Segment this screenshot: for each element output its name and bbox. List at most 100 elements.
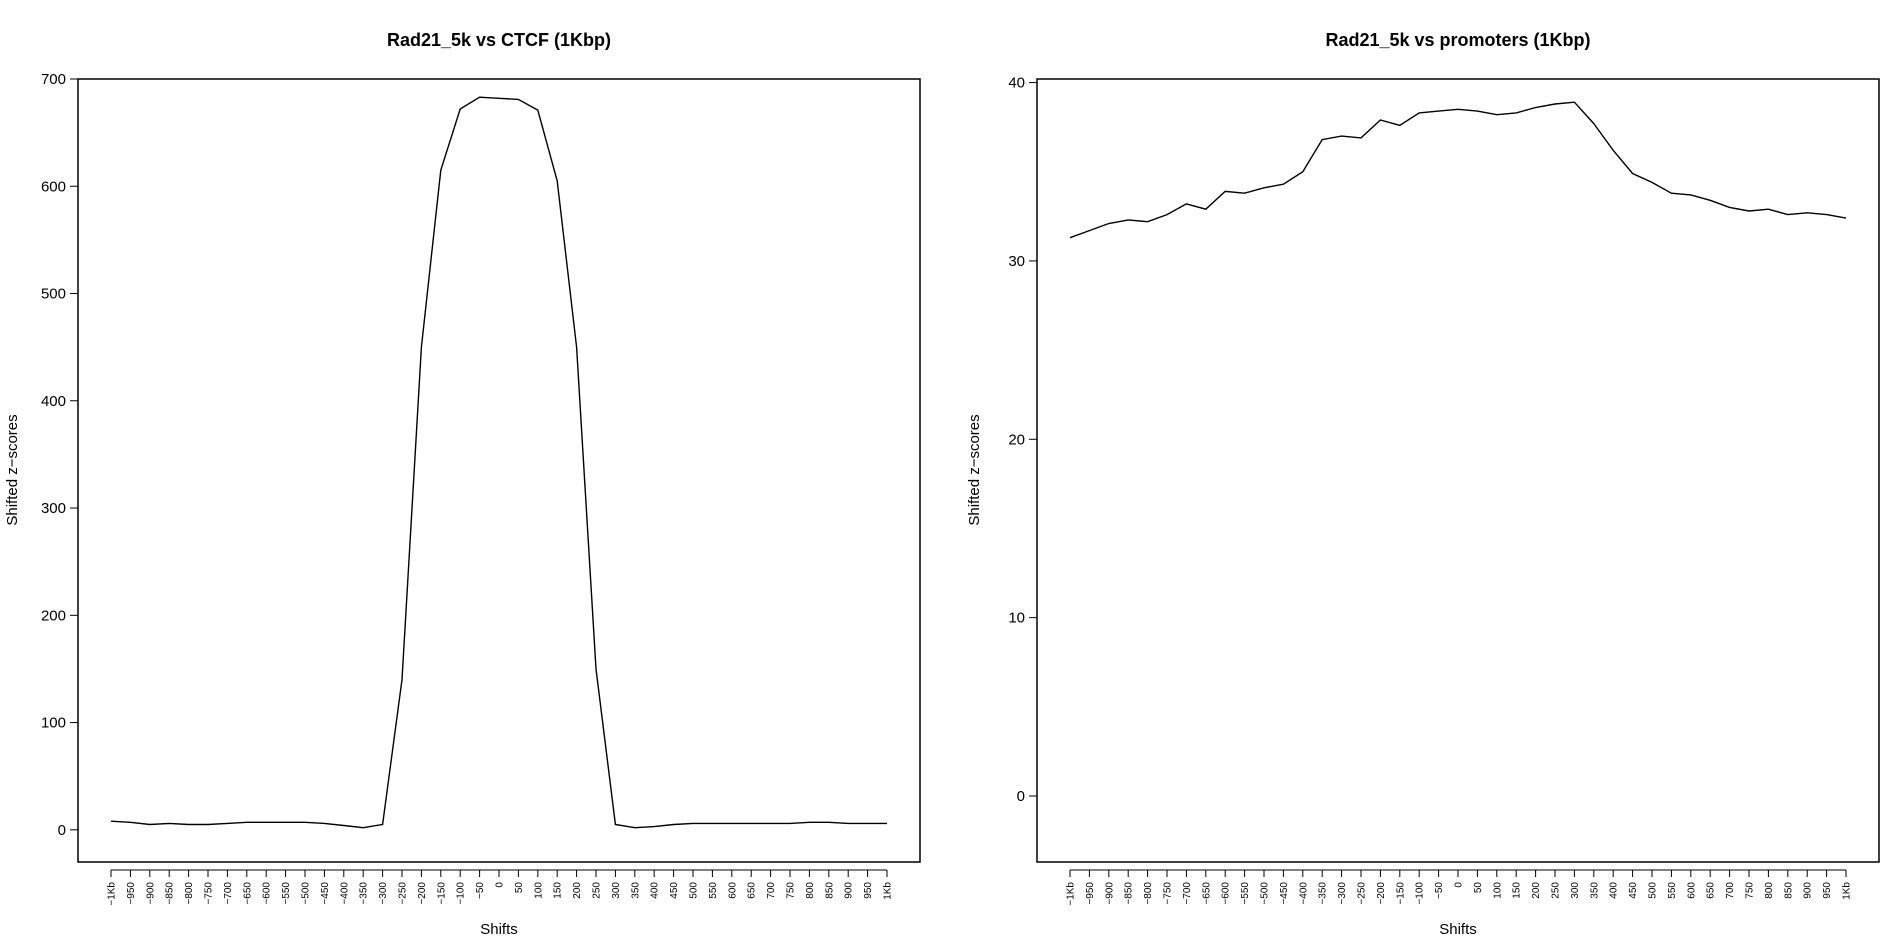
x-tick-label: 400	[1609, 882, 1620, 899]
x-tick-label: 850	[1783, 882, 1794, 899]
x-tick-label: 650	[1706, 882, 1717, 899]
x-tick-label: −450	[320, 882, 331, 905]
x-tick-label: 950	[863, 882, 874, 899]
x-tick-label: 950	[1822, 882, 1833, 899]
x-tick-label: 200	[572, 882, 583, 899]
x-tick-label: −50	[475, 882, 486, 899]
x-tick-label: 150	[553, 882, 564, 899]
x-tick-label: −400	[1298, 882, 1309, 905]
x-tick-label: 750	[786, 882, 797, 899]
series-line	[110, 96, 887, 829]
x-tick-label: 450	[1628, 882, 1639, 899]
x-tick-label: −100	[1415, 882, 1426, 905]
y-tick-label: 100	[41, 715, 66, 732]
x-tick-label: −700	[1182, 882, 1193, 905]
y-tick-label: 0	[1017, 788, 1025, 805]
y-tick-label: 40	[1008, 75, 1025, 92]
x-tick-label: 850	[824, 882, 835, 899]
x-tick-label: −300	[1337, 882, 1348, 905]
x-tick-label: 50	[1473, 882, 1484, 894]
y-axis-label: Shifted z−scores	[4, 414, 21, 525]
x-tick-label: −500	[1260, 882, 1271, 905]
x-tick-label: 400	[650, 882, 661, 899]
x-tick-label: −200	[1376, 882, 1387, 905]
x-tick-label: −100	[456, 882, 467, 905]
x-tick-label: 100	[533, 882, 544, 899]
y-tick-label: 20	[1008, 431, 1025, 448]
y-tick-label: 0	[58, 822, 66, 839]
x-tick-label: −400	[339, 882, 350, 905]
y-tick-label: 400	[41, 393, 66, 410]
x-tick-label: −550	[281, 882, 292, 905]
x-tick-label: −700	[223, 882, 234, 905]
x-tick-label: −500	[301, 882, 312, 905]
chart-title: Rad21_5k vs promoters (1Kbp)	[1325, 30, 1590, 50]
x-tick-label: −750	[204, 882, 215, 905]
x-tick-label: 500	[689, 882, 700, 899]
x-tick-label: −1Kb	[1066, 882, 1077, 906]
x-tick-label: 900	[844, 882, 855, 899]
x-tick-label: 300	[1570, 882, 1581, 899]
y-tick-label: 30	[1008, 253, 1025, 270]
x-axis-label: Shifts	[480, 921, 518, 938]
x-tick-label: −850	[165, 882, 176, 905]
y-tick-label: 600	[41, 178, 66, 195]
x-tick-label: 250	[1551, 882, 1562, 899]
panel-ctcf: Rad21_5k vs CTCF (1Kbp) Shifts Shifted z…	[4, 30, 921, 938]
x-tick-label: −300	[378, 882, 389, 905]
x-tick-label: 550	[708, 882, 719, 899]
y-axis: 0 100 200 300 400 500 600 700	[41, 71, 78, 839]
x-tick-label: 650	[747, 882, 758, 899]
x-tick-label: 800	[1764, 882, 1775, 899]
x-tick-label: 700	[766, 882, 777, 899]
x-tick-label: −950	[1085, 882, 1096, 905]
x-tick-label: −650	[1201, 882, 1212, 905]
y-axis: 0 10 20 30 40	[1008, 75, 1037, 805]
x-tick-label: −750	[1163, 882, 1174, 905]
x-tick-label: −1Kb	[107, 882, 118, 906]
x-tick-label: 450	[669, 882, 680, 899]
x-tick-label: −650	[242, 882, 253, 905]
x-tick-label: 800	[805, 882, 816, 899]
x-tick-label: 300	[611, 882, 622, 899]
y-axis-label: Shifted z−scores	[966, 414, 983, 525]
x-tick-label: −600	[1221, 882, 1232, 905]
x-tick-label: 600	[1686, 882, 1697, 899]
x-tick-label: 900	[1803, 882, 1814, 899]
x-axis: −1Kb −950 −900 −850 −800 −750 −700 −650 −600 −550…	[107, 869, 894, 906]
x-tick-label: 150	[1512, 882, 1523, 899]
panel-promoters: Rad21_5k vs promoters (1Kbp) Shifts Shif…	[966, 30, 1880, 938]
x-tick-label: 1Kb	[1842, 882, 1853, 900]
y-tick-label: 500	[41, 286, 66, 303]
x-tick-label: 1Kb	[883, 882, 894, 900]
x-tick-label: −950	[126, 882, 137, 905]
series-line	[1069, 101, 1847, 239]
x-tick-label: 200	[1531, 882, 1542, 899]
x-tick-label: 600	[727, 882, 738, 899]
x-tick-label: −250	[398, 882, 409, 905]
x-tick-label: −450	[1279, 882, 1290, 905]
plot-frame	[1036, 78, 1880, 863]
x-tick-label: −150	[1395, 882, 1406, 905]
y-tick-label: 10	[1008, 610, 1025, 627]
x-tick-label: −600	[262, 882, 273, 905]
x-tick-label: −250	[1357, 882, 1368, 905]
x-tick-label: −900	[1104, 882, 1115, 905]
x-tick-label: −350	[359, 882, 370, 905]
x-tick-label: 0	[1454, 882, 1465, 888]
x-axis: −1Kb −950 −900 −850 −800 −750 −700 −650 −600 −550…	[1066, 869, 1853, 906]
x-tick-label: 250	[592, 882, 603, 899]
x-tick-label: 550	[1667, 882, 1678, 899]
x-tick-label: −550	[1240, 882, 1251, 905]
x-tick-label: 700	[1725, 882, 1736, 899]
x-tick-label: −50	[1434, 882, 1445, 899]
x-tick-label: 750	[1745, 882, 1756, 899]
x-tick-label: −850	[1124, 882, 1135, 905]
x-tick-label: −150	[436, 882, 447, 905]
y-tick-label: 300	[41, 500, 66, 517]
chart-title: Rad21_5k vs CTCF (1Kbp)	[387, 30, 611, 50]
x-tick-label: 50	[514, 882, 525, 894]
x-tick-label: 0	[495, 882, 506, 888]
x-tick-label: −800	[184, 882, 195, 905]
